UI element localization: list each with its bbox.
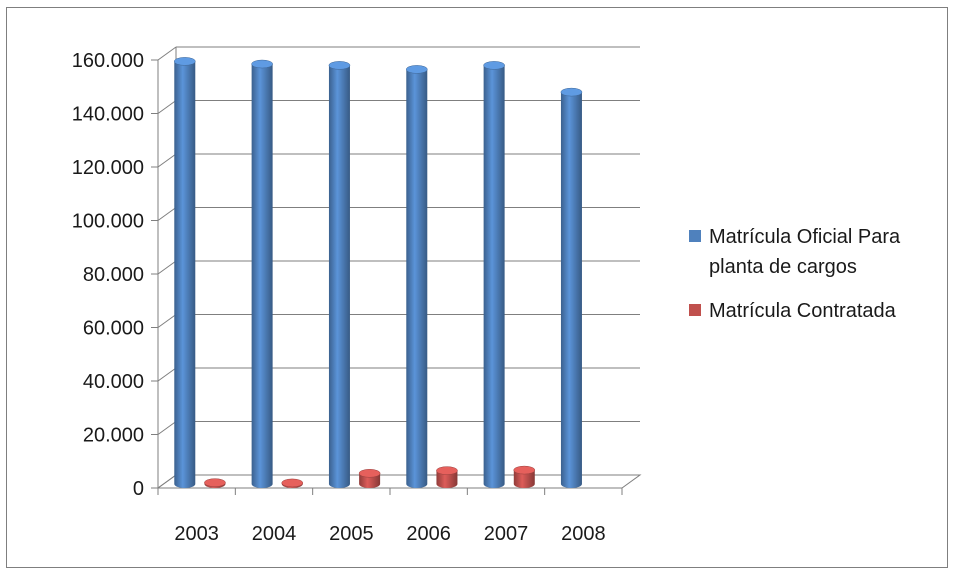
bar-oficial-2006 <box>406 65 428 488</box>
gridline-side <box>157 367 177 382</box>
bar-top <box>204 478 226 487</box>
bar-oficial-2008 <box>560 87 583 489</box>
bar-body <box>328 65 350 489</box>
y-tick-label: 140.000 <box>72 104 144 126</box>
bar-contratada-2004 <box>281 478 304 488</box>
y-tick-label: 20.000 <box>83 425 144 447</box>
y-tick-label: 0 <box>133 478 144 500</box>
legend: Matrícula Oficial Para planta de cargos … <box>689 222 951 340</box>
y-tick-label: 120.000 <box>72 157 144 179</box>
bar-contratada-2007 <box>513 465 536 488</box>
bar-contratada-2003 <box>204 478 226 488</box>
bar-contratada-2005 <box>358 469 381 488</box>
legend-label-series-1: Matrícula Oficial Para planta de cargos <box>709 226 901 278</box>
legend-item-series-1: Matrícula Oficial Para planta de cargos <box>689 222 951 282</box>
bar-top <box>251 59 273 69</box>
gridline-side <box>157 153 177 168</box>
bar-oficial-2003 <box>174 57 196 488</box>
bar-body <box>483 65 505 489</box>
bar-body <box>436 470 458 488</box>
gridline-side <box>157 100 177 114</box>
x-tick-label: 2003 <box>174 523 219 545</box>
bar-top <box>436 466 458 475</box>
gridline-side <box>157 421 177 435</box>
x-tick-label: 2008 <box>561 523 606 545</box>
bar-top <box>560 87 583 97</box>
gridline-side <box>157 260 177 275</box>
bar-oficial-2007 <box>483 61 505 489</box>
bar-body <box>251 64 273 489</box>
bar-body <box>174 61 196 488</box>
bar-body <box>560 92 582 489</box>
bar-top <box>358 469 381 478</box>
bar-top <box>406 65 428 74</box>
tick-labels: 0 20.000 40.000 60.000 80.000 100.000 120.000 1… <box>72 50 606 545</box>
legend-label-series-2: Matrícula Contratada <box>709 300 896 322</box>
bars <box>174 57 583 489</box>
legend-swatch-series-2 <box>689 304 701 316</box>
bar-top <box>513 465 536 475</box>
bar-body <box>406 69 428 488</box>
x-tick-label: 2004 <box>252 523 297 545</box>
bar-top <box>174 57 196 66</box>
y-tick-label: 80.000 <box>83 264 144 286</box>
bar-top <box>328 61 351 70</box>
y-tick-label: 40.000 <box>83 371 144 393</box>
x-tick-label: 2005 <box>329 523 374 545</box>
legend-item-series-2: Matrícula Contratada <box>689 296 951 326</box>
bar-top <box>281 478 304 488</box>
bar-oficial-2004 <box>251 59 273 489</box>
gridline-side <box>157 207 177 221</box>
bar-contratada-2006 <box>436 466 458 488</box>
y-tick-label: 100.000 <box>72 211 144 233</box>
y-tick-label: 160.000 <box>72 50 144 72</box>
y-tick-label: 60.000 <box>83 318 144 340</box>
bar-body <box>513 470 535 488</box>
x-tick-label: 2007 <box>484 523 529 545</box>
bar-top <box>483 61 505 70</box>
x-tick-label: 2006 <box>406 523 451 545</box>
bar-oficial-2005 <box>328 61 351 489</box>
gridline-side <box>157 314 177 328</box>
legend-swatch-series-1 <box>689 230 701 242</box>
gridline-side <box>157 46 177 61</box>
